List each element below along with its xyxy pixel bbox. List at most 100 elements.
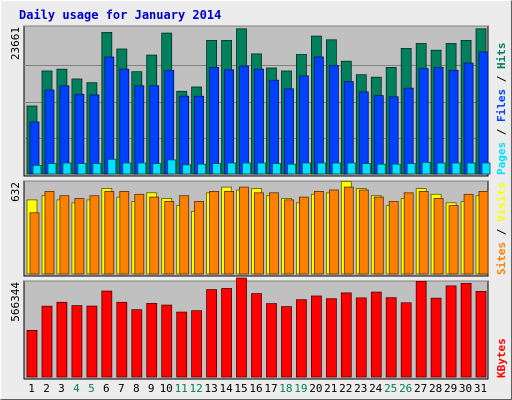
bar-files-day-9: Files 9: 14400 bbox=[149, 85, 160, 175]
y-max-label: 566344 bbox=[9, 282, 22, 322]
bar-pages-day-6: Pages 6: 2400 bbox=[107, 158, 117, 175]
legend-entry: Pages bbox=[495, 142, 508, 175]
bar-sites-day-14: Sites 14: 580 bbox=[224, 190, 235, 275]
bar-files-day-5: Files 5: 12900 bbox=[89, 94, 100, 175]
bar-files-day-29: Files 29: 16900 bbox=[448, 70, 459, 175]
bar-pages-day-15: Pages 15: 1800 bbox=[242, 162, 251, 175]
bar-sites-day-10: Sites 10: 510 bbox=[164, 200, 175, 275]
bar-pages-day-12: Pages 12: 1600 bbox=[197, 163, 207, 175]
bar-pages-day-4: Pages 4: 1700 bbox=[77, 163, 87, 175]
bar-files-day-12: Files 12: 12700 bbox=[194, 95, 205, 175]
day-label-2: 2 bbox=[43, 382, 50, 395]
bar-sites-day-19: Sites 19: 540 bbox=[298, 196, 309, 275]
bar-kbytes-day-8: KBytes 8: 410000 bbox=[131, 309, 143, 378]
bar-kbytes-day-6: KBytes 6: 523000 bbox=[101, 290, 113, 378]
bar-pages-day-1: Pages 1: 1400 bbox=[32, 164, 42, 175]
bar-pages-day-18: Pages 18: 1600 bbox=[287, 163, 296, 175]
bar-kbytes-day-19: KBytes 19: 471000 bbox=[295, 299, 307, 378]
day-label-23: 23 bbox=[354, 382, 367, 395]
bar-pages-day-8: Pages 8: 1800 bbox=[137, 162, 147, 175]
bar-sites-day-27: Sites 27: 580 bbox=[418, 190, 429, 275]
bar-pages-day-24: Pages 24: 1600 bbox=[376, 163, 386, 175]
bar-sites-day-4: Sites 4: 530 bbox=[74, 198, 85, 275]
day-label-10: 10 bbox=[160, 382, 173, 395]
bar-pages-day-11: Pages 11: 1500 bbox=[182, 164, 192, 175]
day-label-29: 29 bbox=[444, 382, 457, 395]
bar-pages-day-28: Pages 28: 1800 bbox=[436, 162, 446, 175]
bar-pages-day-16: Pages 16: 1800 bbox=[257, 162, 266, 175]
bar-files-day-2: Files 2: 13700 bbox=[44, 89, 55, 175]
bar-sites-day-24: Sites 24: 540 bbox=[373, 196, 384, 275]
day-label-17: 17 bbox=[264, 382, 277, 395]
bar-pages-day-22: Pages 22: 1800 bbox=[346, 162, 356, 175]
bar-pages-day-13: Pages 13: 1700 bbox=[212, 163, 222, 175]
bar-sites-day-21: Sites 21: 590 bbox=[328, 189, 339, 275]
bar-kbytes-day-10: KBytes 10: 438000 bbox=[161, 304, 173, 378]
day-label-4: 4 bbox=[73, 382, 80, 395]
bar-files-day-7: Files 7: 17100 bbox=[119, 68, 130, 175]
bar-pages-day-20: Pages 20: 1800 bbox=[316, 162, 326, 175]
y-max-label: 23661 bbox=[9, 27, 22, 60]
bar-files-day-25: Files 25: 12600 bbox=[388, 96, 399, 175]
day-label-6: 6 bbox=[103, 382, 110, 395]
day-label-1: 1 bbox=[28, 382, 35, 395]
bar-files-day-11: Files 11: 12700 bbox=[179, 95, 190, 175]
bar-pages-day-25: Pages 25: 1600 bbox=[391, 163, 401, 175]
day-label-13: 13 bbox=[204, 382, 217, 395]
bar-files-day-14: Files 14: 17000 bbox=[224, 69, 235, 175]
legend-entry: / bbox=[495, 69, 508, 89]
bar-sites-day-6: Sites 6: 580 bbox=[104, 190, 115, 275]
bar-kbytes-day-26: KBytes 26: 452000 bbox=[400, 302, 412, 378]
bar-files-day-24: Files 24: 12800 bbox=[373, 95, 384, 175]
bar-files-day-22: Files 22: 15100 bbox=[343, 81, 354, 175]
bar-kbytes-day-11: KBytes 11: 395000 bbox=[176, 311, 188, 378]
legend-visits-sites: Sites / Visits bbox=[495, 182, 508, 275]
bar-sites-day-20: Sites 20: 580 bbox=[313, 190, 324, 275]
bar-sites-day-18: Sites 18: 520 bbox=[284, 199, 294, 275]
day-label-30: 30 bbox=[459, 382, 472, 395]
bar-sites-day-1: Sites 1: 430 bbox=[29, 212, 40, 275]
bar-kbytes-day-17: KBytes 17: 447000 bbox=[266, 303, 277, 378]
bar-pages-day-30: Pages 30: 1800 bbox=[466, 162, 476, 175]
bar-sites-day-16: Sites 16: 570 bbox=[254, 192, 264, 275]
bar-files-day-6: Files 6: 19100 bbox=[104, 56, 115, 175]
bar-sites-day-5: Sites 5: 550 bbox=[89, 195, 100, 275]
bar-sites-day-25: Sites 25: 510 bbox=[388, 200, 399, 275]
bar-pages-day-7: Pages 7: 1800 bbox=[122, 162, 132, 175]
bar-kbytes-day-7: KBytes 7: 455000 bbox=[116, 301, 128, 378]
bar-kbytes-day-13: KBytes 13: 532000 bbox=[206, 289, 218, 378]
legend-entry: Visits bbox=[495, 182, 508, 222]
panel-hits-files-pages: 23661Hits 1: 11100Hits 2: 16800Hits 3: 1… bbox=[9, 25, 508, 177]
legend-hits-files-pages: Pages / Files / Hits bbox=[495, 43, 508, 176]
day-label-31: 31 bbox=[474, 382, 487, 395]
day-label-27: 27 bbox=[414, 382, 427, 395]
bar-sites-day-17: Sites 17: 570 bbox=[269, 192, 279, 275]
day-label-21: 21 bbox=[324, 382, 337, 395]
bar-pages-day-29: Pages 29: 1800 bbox=[451, 162, 461, 175]
bar-pages-day-21: Pages 21: 1800 bbox=[331, 162, 341, 175]
bar-sites-day-22: Sites 22: 610 bbox=[343, 186, 354, 275]
legend-entry: Files bbox=[495, 89, 508, 122]
bar-pages-day-27: Pages 27: 1900 bbox=[421, 161, 431, 175]
bar-kbytes-day-25: KBytes 25: 483000 bbox=[385, 297, 397, 378]
bar-kbytes-day-23: KBytes 23: 482000 bbox=[355, 297, 367, 378]
chart-title: Daily usage for January 2014 bbox=[19, 8, 221, 22]
bar-kbytes-day-3: KBytes 3: 455000 bbox=[56, 301, 68, 378]
bar-files-day-31: Files 31: 19900 bbox=[478, 51, 489, 175]
day-label-26: 26 bbox=[399, 382, 412, 395]
bar-kbytes-day-4: KBytes 4: 435000 bbox=[71, 305, 83, 378]
bar-sites-day-9: Sites 9: 540 bbox=[149, 196, 160, 275]
bar-files-day-16: Files 16: 17100 bbox=[254, 68, 264, 175]
day-label-5: 5 bbox=[88, 382, 95, 395]
bar-sites-day-13: Sites 13: 580 bbox=[209, 190, 220, 275]
bar-sites-day-12: Sites 12: 510 bbox=[194, 200, 205, 275]
day-label-11: 11 bbox=[175, 382, 188, 395]
bar-pages-day-9: Pages 9: 1700 bbox=[152, 163, 162, 175]
bar-pages-day-26: Pages 26: 1700 bbox=[406, 163, 416, 175]
bar-sites-day-7: Sites 7: 580 bbox=[119, 190, 130, 275]
bar-kbytes-day-14: KBytes 14: 539000 bbox=[221, 288, 233, 378]
legend-entry: Hits bbox=[495, 43, 508, 70]
bar-files-day-18: Files 18: 13900 bbox=[284, 88, 294, 175]
bar-sites-day-2: Sites 2: 580 bbox=[44, 190, 55, 275]
